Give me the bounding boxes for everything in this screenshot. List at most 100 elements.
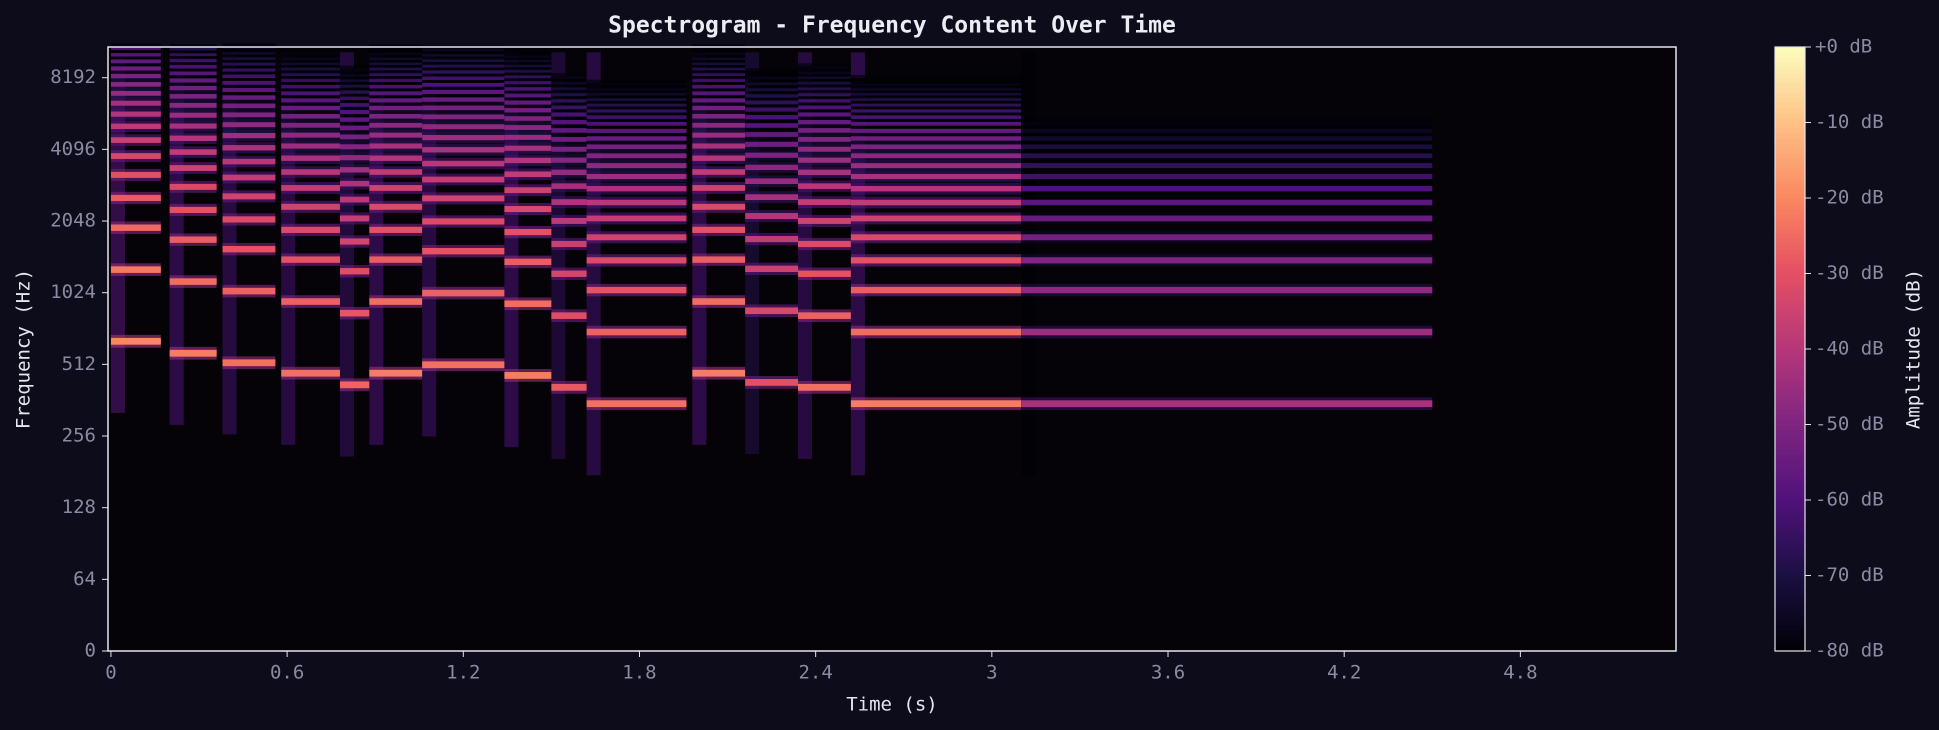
colorbar-tick-label: -10 dB <box>1815 111 1884 133</box>
harmonic <box>551 98 587 103</box>
harmonic <box>551 270 587 277</box>
harmonic <box>692 256 746 263</box>
harmonic <box>850 328 1022 336</box>
harmonic <box>169 47 217 51</box>
x-tick-label: 3 <box>986 662 997 684</box>
harmonic <box>586 144 687 150</box>
harmonic <box>339 180 370 187</box>
colorbar-segment <box>1775 429 1805 436</box>
harmonic <box>222 62 276 66</box>
harmonic <box>110 111 161 117</box>
harmonic <box>504 64 552 68</box>
colorbar-segment <box>1775 172 1805 179</box>
harmonic <box>422 195 505 202</box>
harmonic <box>504 108 552 113</box>
harmonic <box>504 125 552 130</box>
colorbar-segment <box>1775 349 1805 355</box>
harmonic <box>692 122 746 128</box>
harmonic <box>692 105 746 111</box>
colorbar-segment <box>1775 162 1805 169</box>
colorbar-segment <box>1775 520 1805 526</box>
harmonic <box>692 56 746 60</box>
harmonic <box>369 113 423 119</box>
harmonic <box>422 76 505 81</box>
colorbar-segment <box>1775 77 1805 83</box>
spectrogram-marks <box>110 43 1433 476</box>
colorbar-segment <box>1775 268 1805 275</box>
harmonic <box>551 128 587 133</box>
colorbar-segment <box>1775 434 1805 441</box>
colorbar-segment <box>1775 645 1805 652</box>
colorbar-segment <box>1775 147 1805 154</box>
colorbar-segment <box>1775 328 1805 335</box>
harmonic <box>586 128 687 133</box>
harmonic <box>692 185 746 191</box>
harmonic <box>369 52 423 56</box>
colorbar-segment <box>1775 82 1805 88</box>
colorbar-segment <box>1775 293 1805 300</box>
harmonic <box>169 149 217 155</box>
colorbar-segment <box>1775 600 1805 607</box>
harmonic <box>850 115 1022 119</box>
harmonic <box>551 81 587 85</box>
harmonic <box>281 256 340 263</box>
colorbar-segment <box>1775 127 1805 134</box>
harmonic <box>745 378 799 386</box>
harmonic <box>586 97 687 101</box>
colorbar-segment <box>1775 384 1805 390</box>
harmonic <box>692 113 746 119</box>
harmonic <box>551 183 587 189</box>
harmonic <box>369 122 423 128</box>
harmonic <box>222 74 276 79</box>
harmonic <box>692 203 746 210</box>
colorbar-segment <box>1775 505 1805 511</box>
harmonic <box>169 52 217 57</box>
harmonic <box>110 153 161 159</box>
harmonic <box>745 107 799 112</box>
harmonic <box>504 49 552 53</box>
harmonic <box>586 215 687 222</box>
harmonic <box>339 73 370 77</box>
harmonic <box>222 216 276 223</box>
colorbar-tick-label: -20 dB <box>1815 187 1884 209</box>
harmonic <box>586 328 687 336</box>
harmonic <box>169 94 217 99</box>
harmonic <box>551 137 587 142</box>
harmonic <box>692 369 746 377</box>
colorbar-segment <box>1775 610 1805 617</box>
harmonic <box>339 96 370 101</box>
harmonic <box>222 87 276 93</box>
colorbar-segment <box>1775 510 1805 516</box>
harmonic <box>339 102 370 107</box>
colorbar-segment <box>1775 177 1805 184</box>
colorbar-segment <box>1775 399 1805 405</box>
harmonic <box>551 217 587 224</box>
y-tick-label: 8192 <box>50 66 96 88</box>
harmonic <box>745 141 799 147</box>
harmonic <box>586 153 687 159</box>
harmonic <box>169 102 217 108</box>
harmonic <box>798 199 851 205</box>
harmonic <box>281 56 340 60</box>
harmonic <box>222 174 276 181</box>
colorbar-segment <box>1775 198 1805 204</box>
harmonic <box>745 265 799 273</box>
harmonic <box>504 80 552 85</box>
harmonic <box>339 90 370 94</box>
harmonic <box>339 144 370 150</box>
colorbar-segment <box>1775 449 1805 456</box>
harmonic <box>850 103 1022 107</box>
x-tick-label: 0 <box>105 662 116 684</box>
harmonic <box>222 46 276 50</box>
harmonic <box>586 82 687 86</box>
harmonic <box>586 286 687 294</box>
harmonic <box>850 97 1022 101</box>
harmonic <box>169 278 217 285</box>
harmonic <box>798 105 851 110</box>
harmonic <box>169 165 217 171</box>
harmonic <box>798 157 851 163</box>
harmonic <box>281 143 340 149</box>
harmonic <box>110 46 161 51</box>
harmonic <box>422 97 505 102</box>
harmonic <box>745 115 799 120</box>
